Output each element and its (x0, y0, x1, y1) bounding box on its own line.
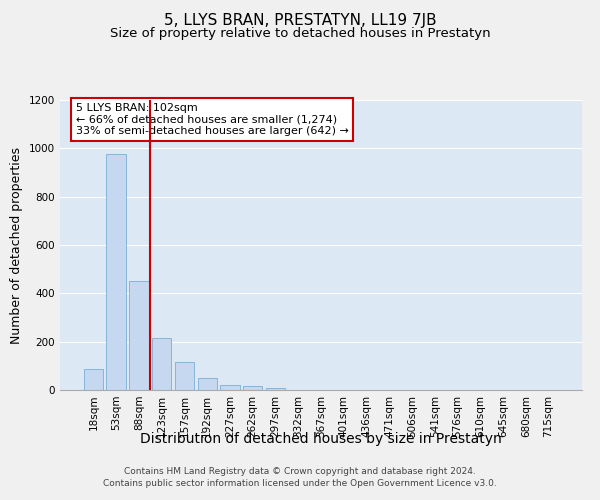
Text: Contains HM Land Registry data © Crown copyright and database right 2024.
Contai: Contains HM Land Registry data © Crown c… (103, 466, 497, 487)
Bar (243, 386, 262, 390)
Y-axis label: Number of detached properties: Number of detached properties (10, 146, 23, 344)
Text: 5, LLYS BRAN, PRESTATYN, LL19 7JB: 5, LLYS BRAN, PRESTATYN, LL19 7JB (164, 12, 436, 28)
Text: 5 LLYS BRAN: 102sqm
← 66% of detached houses are smaller (1,274)
33% of semi-det: 5 LLYS BRAN: 102sqm ← 66% of detached ho… (76, 103, 349, 136)
Bar (152, 338, 172, 390)
Text: Size of property relative to detached houses in Prestatyn: Size of property relative to detached ho… (110, 28, 490, 40)
Bar (106, 154, 126, 390)
Bar (220, 385, 239, 390)
Bar (197, 378, 217, 390)
Bar (129, 281, 149, 390)
Bar (175, 362, 194, 390)
Bar (266, 388, 285, 390)
Text: Distribution of detached houses by size in Prestatyn: Distribution of detached houses by size … (140, 432, 502, 446)
Bar (84, 370, 103, 390)
